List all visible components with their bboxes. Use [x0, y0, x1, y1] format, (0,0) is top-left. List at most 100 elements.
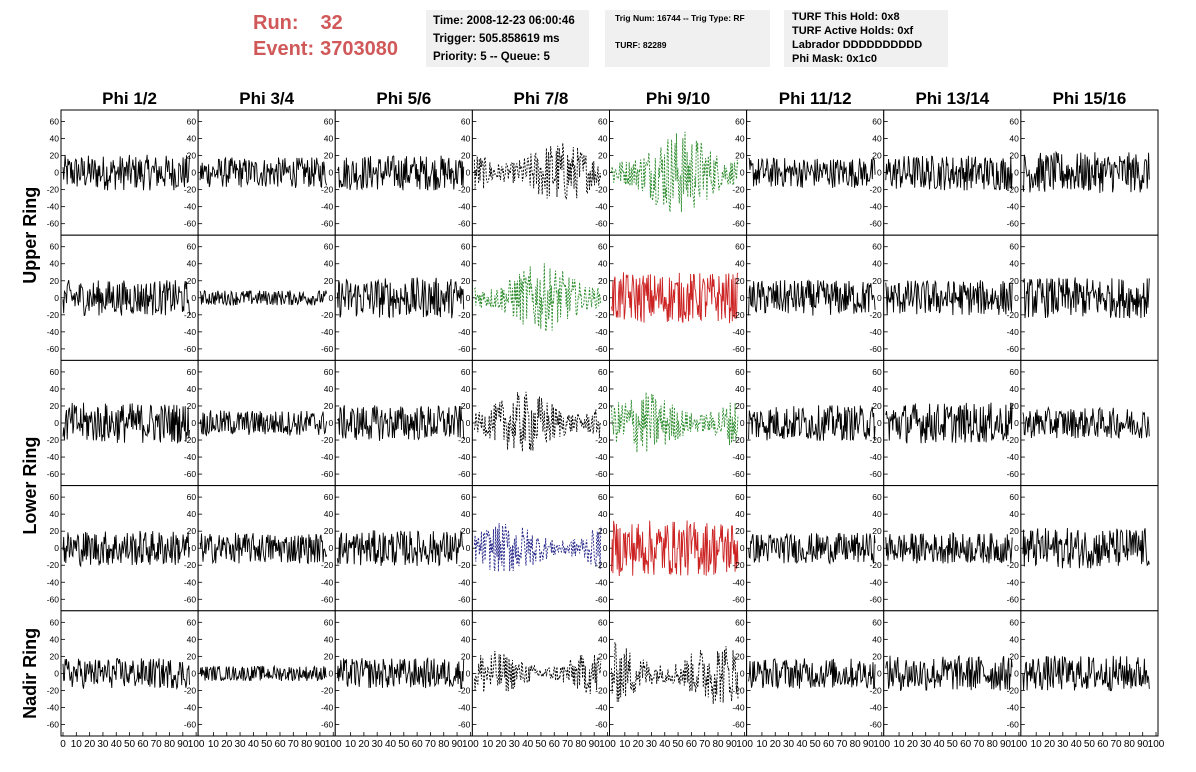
y-tick-label: 40: [461, 509, 471, 519]
x-tick-label: 70: [562, 739, 574, 750]
waveform-trace: [1022, 277, 1150, 319]
waveform-panel: [609, 610, 748, 737]
y-tick-label: 0: [191, 543, 196, 553]
y-tick-label: -20: [595, 560, 608, 570]
y-tick-label: 40: [598, 134, 608, 144]
x-tick-label: 10: [208, 739, 220, 750]
waveform-panel: [197, 610, 336, 737]
y-tick-label: -20: [458, 185, 471, 195]
y-tick-label: 40: [1009, 509, 1019, 519]
y-tick-label: 40: [1009, 134, 1019, 144]
y-tick-label: 40: [735, 384, 745, 394]
y-tick-label: -20: [869, 685, 882, 695]
waveform-trace: [748, 532, 876, 565]
y-tick-label: 60: [50, 492, 60, 502]
x-tick-label: 10: [345, 739, 357, 750]
y-tick-label: -60: [595, 469, 608, 479]
y-tick-label: 20: [598, 401, 608, 411]
waveform-panel: [60, 234, 199, 361]
y-tick-label: 20: [598, 651, 608, 661]
x-tick-label: 50: [947, 739, 959, 750]
time-line: Time: 2008-12-23 06:00:46: [433, 15, 575, 27]
y-tick-label: -20: [1007, 560, 1020, 570]
y-tick-label: -40: [732, 327, 745, 337]
y-tick-label: 0: [1014, 543, 1019, 553]
waveform-panel: [334, 359, 473, 487]
y-tick-label: -60: [184, 594, 197, 604]
y-tick-label: 60: [187, 367, 197, 377]
y-tick-label: -40: [458, 202, 471, 212]
y-tick-label: -40: [1007, 452, 1020, 462]
y-tick-label: 0: [1014, 668, 1019, 678]
y-tick-label: -60: [321, 469, 334, 479]
x-tick-label: 20: [633, 739, 645, 750]
y-tick-label: 40: [598, 509, 608, 519]
y-tick-label: -40: [458, 327, 471, 337]
y-tick-label: 20: [324, 151, 334, 161]
waveform-panel: [197, 485, 336, 612]
y-tick-label: -40: [1007, 702, 1020, 712]
trigger-line: Trigger: 505.858619 ms: [433, 33, 560, 45]
y-tick-label: -60: [321, 344, 334, 354]
y-tick-label: 60: [324, 117, 334, 127]
column-header: Phi 11/12: [779, 89, 852, 108]
waveform-trace: [199, 289, 328, 306]
y-tick-label: 0: [877, 168, 882, 178]
waveform-panel: [60, 485, 199, 612]
y-tick-label: 40: [324, 384, 334, 394]
x-tick-label: 40: [796, 739, 808, 750]
x-tick-label: 20: [907, 739, 919, 750]
y-tick-label: 60: [735, 617, 745, 627]
x-tick-label: 30: [97, 739, 109, 750]
x-tick-label: 40: [385, 739, 397, 750]
x-tick-label: 50: [673, 739, 685, 750]
x-tick-label: 90: [726, 739, 738, 750]
y-tick-label: 60: [872, 242, 882, 252]
y-tick-label: -60: [47, 719, 60, 729]
waveform-panel: [471, 234, 610, 361]
waveform-panel: [1020, 234, 1159, 361]
turf-line: TURF: 82289: [615, 40, 667, 50]
y-tick-label: -20: [869, 185, 882, 195]
x-tick-label: 60: [823, 739, 835, 750]
x-tick-label: 50: [535, 739, 547, 750]
y-tick-label: 40: [187, 384, 197, 394]
y-tick-label: 60: [872, 492, 882, 502]
event-value: 3703080: [320, 38, 398, 60]
y-tick-label: -60: [1007, 344, 1020, 354]
x-tick-label: 90: [589, 739, 601, 750]
waveform-trace: [199, 410, 328, 437]
y-tick-label: 20: [1009, 401, 1019, 411]
y-tick-label: 20: [1009, 526, 1019, 536]
x-tick-label: 80: [164, 739, 176, 750]
y-tick-label: 20: [50, 651, 60, 661]
y-tick-label: -20: [732, 685, 745, 695]
y-tick-label: -60: [321, 719, 334, 729]
x-tick-label: 100: [1148, 739, 1165, 750]
waveform-trace: [199, 664, 327, 682]
y-tick-label: 20: [1009, 151, 1019, 161]
y-tick-label: -20: [1007, 435, 1020, 445]
column-header: Phi 1/2: [102, 89, 157, 108]
waveform-panel: [471, 610, 610, 737]
y-tick-label: 0: [191, 668, 196, 678]
waveform-trace: [474, 263, 602, 332]
y-tick-label: 40: [50, 134, 60, 144]
event-label: Event:: [253, 38, 315, 60]
y-tick-label: 0: [877, 543, 882, 553]
y-tick-label: -60: [458, 594, 471, 604]
trig-line: Trig Num: 16744 -- Trig Type: RF: [615, 13, 745, 23]
column-header: Phi 3/4: [239, 89, 294, 108]
x-tick-label: 30: [509, 739, 521, 750]
run-value: 32: [320, 12, 343, 34]
y-tick-label: 60: [50, 367, 60, 377]
y-tick-label: 0: [329, 168, 334, 178]
waveform-panel: [60, 610, 199, 737]
y-tick-label: 60: [1009, 617, 1019, 627]
y-tick-label: 40: [735, 259, 745, 269]
y-tick-label: -40: [47, 577, 60, 587]
waveform-panel: [883, 234, 1022, 361]
y-tick-label: -20: [595, 185, 608, 195]
y-tick-label: 40: [872, 259, 882, 269]
y-tick-label: -20: [47, 685, 60, 695]
